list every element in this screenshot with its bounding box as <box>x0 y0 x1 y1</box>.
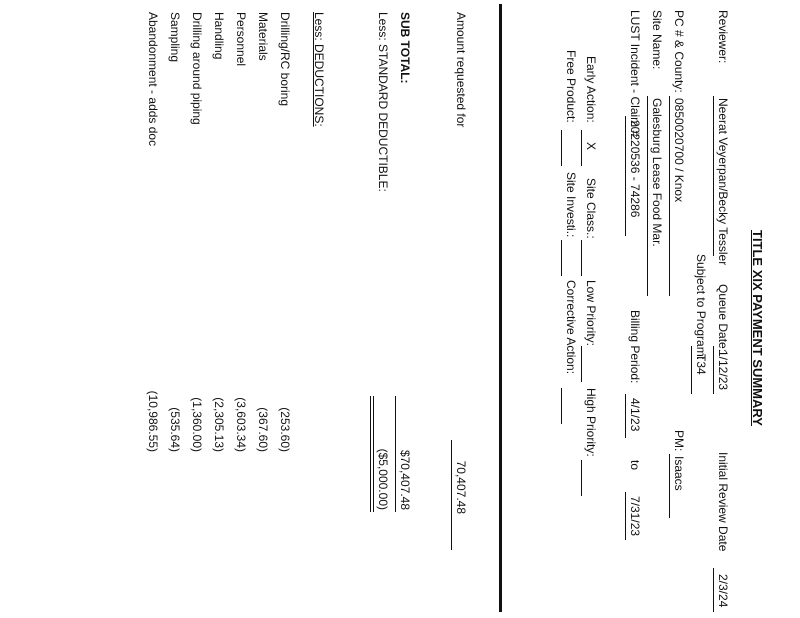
deductions-label: Less: DEDUCTIONS: <box>312 12 326 127</box>
amount-requested-underline <box>451 440 452 550</box>
subject-label: Subject to Program: <box>694 254 708 361</box>
amount-requested-value: 70,407.48 <box>454 460 468 514</box>
pm-label: PM: <box>672 430 686 452</box>
queue-date-value: 1/12/23 <box>716 350 730 391</box>
subtotal-label: SUB TOTAL: <box>398 12 412 84</box>
deduction-label: Abandonment - adds doc <box>146 12 160 147</box>
billing-to: 7/31/23 <box>628 496 642 537</box>
reviewer-underline <box>713 96 714 256</box>
billing-from: 4/1/23 <box>628 398 642 432</box>
subject-underline <box>691 346 692 394</box>
site-name-value: Galesburg Lease Food Mar. <box>650 98 664 247</box>
lust-value: 20220536 - 74286 <box>628 120 642 218</box>
subtotal-value: $70,407.48 <box>398 449 412 510</box>
site-investigation-underline <box>561 240 562 276</box>
deductible-underline-2 <box>370 396 371 512</box>
document-title: TITLE XIX PAYMENT SUMMARY <box>750 230 765 426</box>
subject-value: T34 <box>694 354 708 375</box>
deduction-label: Sampling <box>168 12 182 63</box>
corrective-action-underline <box>561 388 562 424</box>
deductible-label: Less: STANDARD DEDUCTIBLE: <box>376 12 390 192</box>
deduction-value: (3,603.34) <box>234 397 248 452</box>
lust-label: LUST Incident - Claim # <box>628 10 642 138</box>
pm-value: Isaacs <box>672 456 686 491</box>
site-class-label: Site Class.: <box>584 178 598 239</box>
billing-to-underline <box>625 492 626 540</box>
deductible-underline-1 <box>373 396 374 512</box>
corrective-action-label: Corrective Action: <box>564 280 578 375</box>
low-priority-underline <box>581 346 582 382</box>
deduction-value: (1,360.00) <box>190 397 204 452</box>
pc-county-label: PC # & County: <box>672 10 686 93</box>
deduction-label: Drilling around piping <box>190 12 204 125</box>
deduction-label: Handling <box>212 12 226 60</box>
free-product-label: Free Product: <box>564 50 578 123</box>
deduction-value: (367.60) <box>256 407 270 452</box>
queue-date-label: Queue Date: <box>716 284 730 353</box>
site-name-label: Site Name: <box>650 10 664 70</box>
billing-to-word: to <box>628 460 642 471</box>
early-action-label: Early Action: <box>584 56 598 123</box>
deduction-value: (10,986.55) <box>146 390 160 452</box>
site-name-underline <box>647 96 648 296</box>
initial-review-underline <box>713 568 714 612</box>
reviewer-value: Neerat Veyerpan/Becky Tessler <box>716 98 730 266</box>
pm-underline <box>669 454 670 518</box>
lust-underline <box>625 116 626 236</box>
site-class-underline <box>581 240 582 276</box>
deduction-value: (2,305.13) <box>212 397 226 452</box>
billing-label: Billing Period: <box>628 310 642 384</box>
high-priority-label: High Priority: <box>584 388 598 457</box>
pc-county-underline <box>669 96 670 296</box>
deduction-label: Drilling/RC boring <box>278 12 292 107</box>
initial-review-value: 2/3/24 <box>716 574 730 608</box>
queue-date-underline <box>713 346 714 394</box>
pc-county-value: 0850020700 / Knox <box>672 98 686 203</box>
deduction-value: (535.64) <box>168 407 182 452</box>
deductible-value: ($5,000.00) <box>376 448 390 510</box>
early-action-value: X <box>584 142 598 151</box>
early-action-underline <box>581 130 582 166</box>
initial-review-label: Initial Review Date <box>716 452 730 552</box>
low-priority-label: Low Priority: <box>584 280 598 347</box>
amount-requested-label: Amount requested for <box>454 12 468 128</box>
deduction-label: Personnel <box>234 12 248 67</box>
deduction-value: (253.60) <box>278 407 292 452</box>
high-priority-underline <box>581 460 582 496</box>
site-investigation-label: Site Investi.: <box>564 172 578 238</box>
deduction-label: Materials <box>256 12 270 61</box>
reviewer-label: Reviewer: <box>716 10 730 64</box>
free-product-underline <box>561 130 562 166</box>
billing-from-underline <box>625 394 626 438</box>
subtotal-underline <box>395 396 396 512</box>
section-separator <box>499 4 502 612</box>
